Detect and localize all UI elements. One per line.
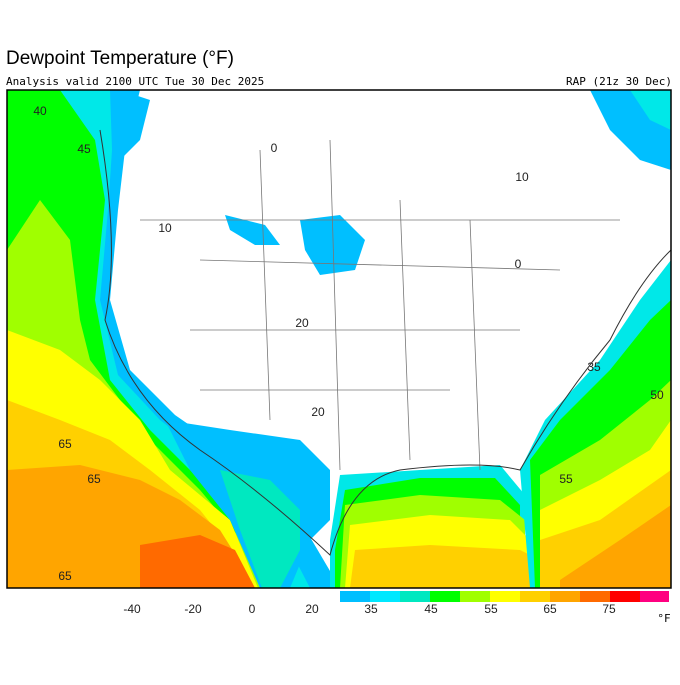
colorbar-label: 20 — [305, 602, 319, 616]
contour-label: 45 — [77, 142, 91, 156]
contour-label: 65 — [87, 472, 101, 486]
contour-label: 10 — [158, 221, 172, 235]
contour-label: 55 — [559, 472, 573, 486]
contour-label: 10 — [515, 170, 529, 184]
contour-label: 50 — [650, 388, 664, 402]
contour-label: 20 — [311, 405, 325, 419]
title: Dewpoint Temperature (°F) — [6, 48, 234, 69]
colorbar-label: -40 — [123, 602, 141, 616]
contour-label: 65 — [58, 437, 72, 451]
contour-label: 40 — [33, 104, 47, 118]
model-label: RAP (21z 30 Dec) — [566, 75, 672, 88]
colorbar-label: 45 — [424, 602, 438, 616]
colorbar-label: 75 — [602, 602, 616, 616]
map: 40 45 0 10 0 20 20 35 50 55 65 65 65 10 — [6, 89, 672, 589]
contour-label: 0 — [271, 141, 278, 155]
colorbar-label: 55 — [484, 602, 498, 616]
colorbar-label: 0 — [249, 602, 256, 616]
colorbar: -40 -20 0 20 35 45 55 65 75 °F — [123, 591, 671, 625]
colorbar-unit: °F — [657, 612, 670, 625]
contour-label: 35 — [587, 360, 601, 374]
colorbar-label: -20 — [184, 602, 202, 616]
contour-label: 0 — [515, 257, 522, 271]
subtitle: Analysis valid 2100 UTC Tue 30 Dec 2025 — [6, 75, 264, 88]
contour-label: 20 — [295, 316, 309, 330]
colorbar-label: 35 — [364, 602, 378, 616]
contour-label: 65 — [58, 569, 72, 583]
colorbar-label: 65 — [543, 602, 557, 616]
